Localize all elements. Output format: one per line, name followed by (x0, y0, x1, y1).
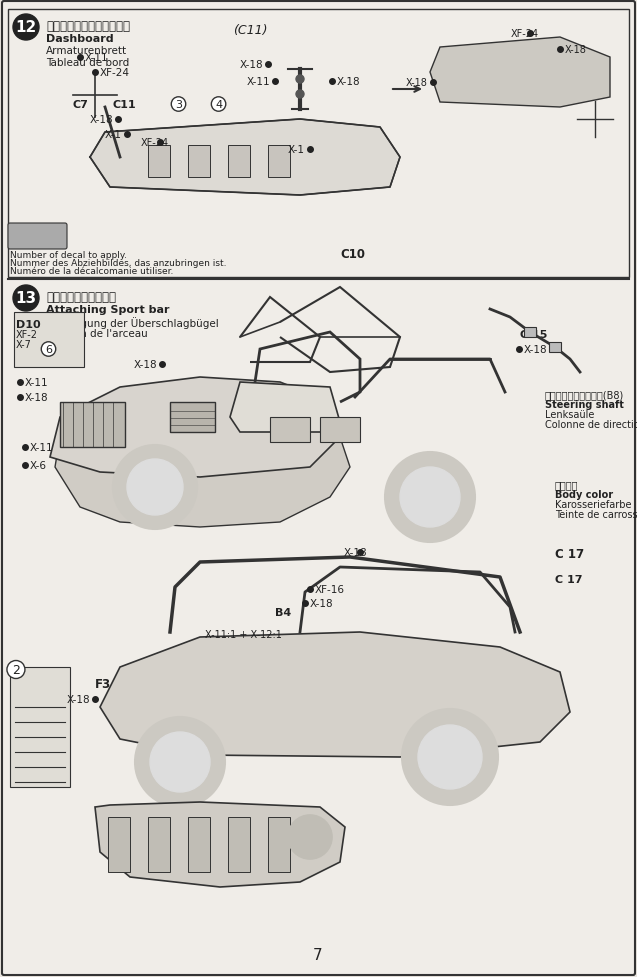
Text: XF-24: XF-24 (511, 29, 539, 39)
Text: X-6: X-6 (30, 460, 47, 471)
Bar (148, 817, 170, 872)
Text: ダッシュボードのくみたて: ダッシュボードのくみたて (46, 20, 130, 33)
Text: X-1: X-1 (288, 145, 305, 154)
Text: X-18: X-18 (240, 60, 263, 70)
Bar (524, 327, 536, 338)
Bar (8, 10, 629, 277)
Bar (108, 817, 130, 872)
Circle shape (296, 76, 304, 84)
Text: XF-16: XF-16 (315, 584, 345, 594)
Text: D10: D10 (16, 319, 41, 329)
Text: X-18: X-18 (310, 598, 334, 609)
Bar (270, 417, 310, 443)
Text: 13: 13 (15, 291, 36, 306)
Text: Body color: Body color (555, 489, 613, 499)
Text: (C11): (C11) (233, 24, 268, 37)
Text: Attaching Sport bar: Attaching Sport bar (46, 305, 169, 315)
Bar (10, 667, 70, 787)
Text: X-18: X-18 (133, 360, 157, 369)
Text: Fixation de l'arceau: Fixation de l'arceau (46, 328, 148, 339)
Text: X-18: X-18 (565, 45, 587, 55)
Text: 12: 12 (15, 21, 36, 35)
Text: Tableau de bord: Tableau de bord (46, 58, 129, 68)
Text: X-18: X-18 (66, 695, 90, 704)
Text: X-11: X-11 (25, 378, 48, 388)
Bar (188, 146, 210, 178)
Circle shape (385, 452, 475, 542)
Text: ボディ色: ボディ色 (555, 480, 578, 489)
Polygon shape (430, 38, 610, 107)
Polygon shape (230, 383, 340, 433)
Text: Numéro de la décalcomanie utiliser.: Numéro de la décalcomanie utiliser. (10, 267, 173, 276)
Polygon shape (95, 802, 345, 887)
Polygon shape (50, 378, 340, 478)
Text: X-11:1 + X-12:1: X-11:1 + X-12:1 (205, 629, 282, 639)
Text: X-18: X-18 (524, 345, 548, 355)
Bar (228, 817, 250, 872)
Text: X-18: X-18 (25, 393, 48, 403)
Polygon shape (55, 438, 350, 528)
Circle shape (13, 285, 39, 312)
Text: X-18: X-18 (343, 547, 367, 558)
Text: Armaturenbrett: Armaturenbrett (46, 46, 127, 56)
Text: X-11: X-11 (30, 443, 54, 452)
Text: 7: 7 (313, 948, 323, 962)
Text: C 17: C 17 (555, 547, 584, 561)
Bar (549, 343, 561, 353)
Circle shape (150, 732, 210, 792)
Bar (170, 403, 215, 433)
Text: 4: 4 (215, 100, 222, 109)
Text: Nummer des Abziehbildes, das anzubringen ist.: Nummer des Abziehbildes, das anzubringen… (10, 259, 227, 268)
Circle shape (127, 459, 183, 516)
Text: Dashboard: Dashboard (46, 34, 113, 44)
Bar (188, 817, 210, 872)
Text: XF-2: XF-2 (16, 329, 38, 340)
Text: ステアリングシャフト(B8): ステアリングシャフト(B8) (545, 390, 624, 400)
Circle shape (418, 725, 482, 789)
Text: C7: C7 (72, 100, 88, 109)
Text: F3: F3 (95, 677, 111, 691)
FancyBboxPatch shape (8, 224, 67, 250)
Text: XF-24: XF-24 (141, 138, 169, 148)
Text: C10: C10 (340, 248, 365, 261)
Circle shape (402, 709, 498, 805)
Text: Karosseriefarbe: Karosseriefarbe (555, 499, 631, 509)
Text: Teinte de carrosserie: Teinte de carrosserie (555, 509, 637, 520)
Text: X-11: X-11 (247, 77, 270, 87)
Text: X-18: X-18 (406, 78, 428, 88)
Text: X-7: X-7 (16, 340, 32, 350)
Polygon shape (90, 120, 400, 195)
Circle shape (135, 717, 225, 807)
Bar (14, 313, 84, 367)
Circle shape (13, 15, 39, 41)
Bar (228, 146, 250, 178)
Text: X-11: X-11 (85, 53, 109, 63)
Text: Colonne de direction: Colonne de direction (545, 419, 637, 430)
Text: ロールバーのとりつけ: ロールバーのとりつけ (46, 291, 116, 304)
Circle shape (400, 468, 460, 528)
Text: X-18: X-18 (337, 77, 361, 87)
Bar (60, 403, 125, 447)
Polygon shape (100, 632, 570, 757)
Text: X-1: X-1 (105, 130, 122, 140)
Text: Steering shaft: Steering shaft (545, 400, 624, 409)
Text: C 17: C 17 (555, 574, 582, 584)
Circle shape (296, 91, 304, 99)
Text: C 15: C 15 (520, 329, 547, 340)
Text: C11: C11 (112, 100, 136, 109)
Bar (268, 817, 290, 872)
Bar (148, 146, 170, 178)
Text: Lenksaüle: Lenksaüle (545, 409, 594, 419)
Bar (268, 146, 290, 178)
Circle shape (113, 446, 197, 530)
Text: XF-24: XF-24 (100, 68, 130, 78)
Bar (320, 417, 360, 443)
Text: 2: 2 (12, 663, 20, 676)
Text: B4: B4 (275, 608, 291, 617)
Text: X-18: X-18 (89, 115, 113, 125)
Text: 6: 6 (45, 345, 52, 355)
Text: 3: 3 (175, 100, 182, 109)
Text: Number of decal to apply.: Number of decal to apply. (10, 251, 127, 260)
Text: Anbringung der Überschlagbügel: Anbringung der Überschlagbügel (46, 317, 218, 328)
